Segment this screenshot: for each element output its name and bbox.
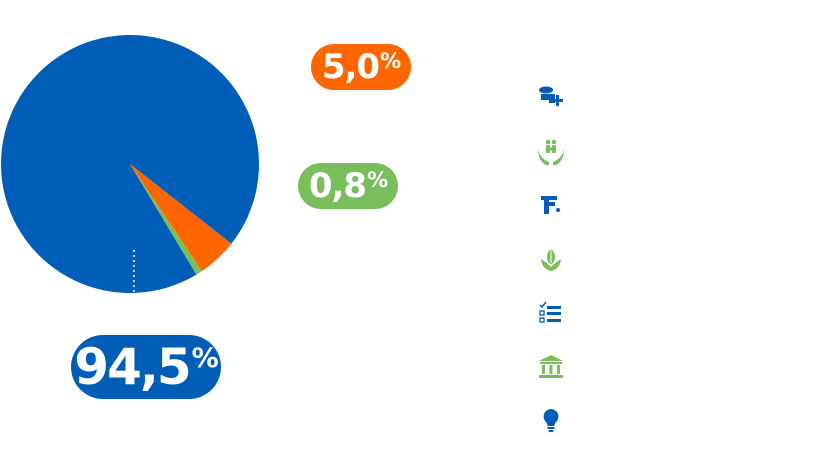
data-label-green: 0,8% [298,163,398,209]
data-label-orange-value: 5,0 [321,47,380,87]
lightbulb-icon [536,406,566,436]
government-building-icon [536,352,566,382]
pie-slice-blue [1,34,260,293]
data-label-green-value: 0,8 [308,166,367,206]
data-label-blue-value: 94,5 [74,338,191,396]
data-label-orange: 5,0% [311,44,411,90]
agriculture-icon [536,245,566,275]
pie-slice-orange [130,164,232,272]
data-label-orange-unit: % [380,49,401,73]
data-label-blue-unit: % [191,343,219,374]
checklist-icon [536,299,566,329]
pie-slice-green [130,164,202,275]
pie-chart [1,34,260,294]
data-label-blue: 94,5% [71,335,221,399]
healthcare-icon [536,83,566,113]
family-care-icon [536,137,566,167]
water-tap-icon [536,191,566,221]
data-label-green-unit: % [367,168,388,192]
